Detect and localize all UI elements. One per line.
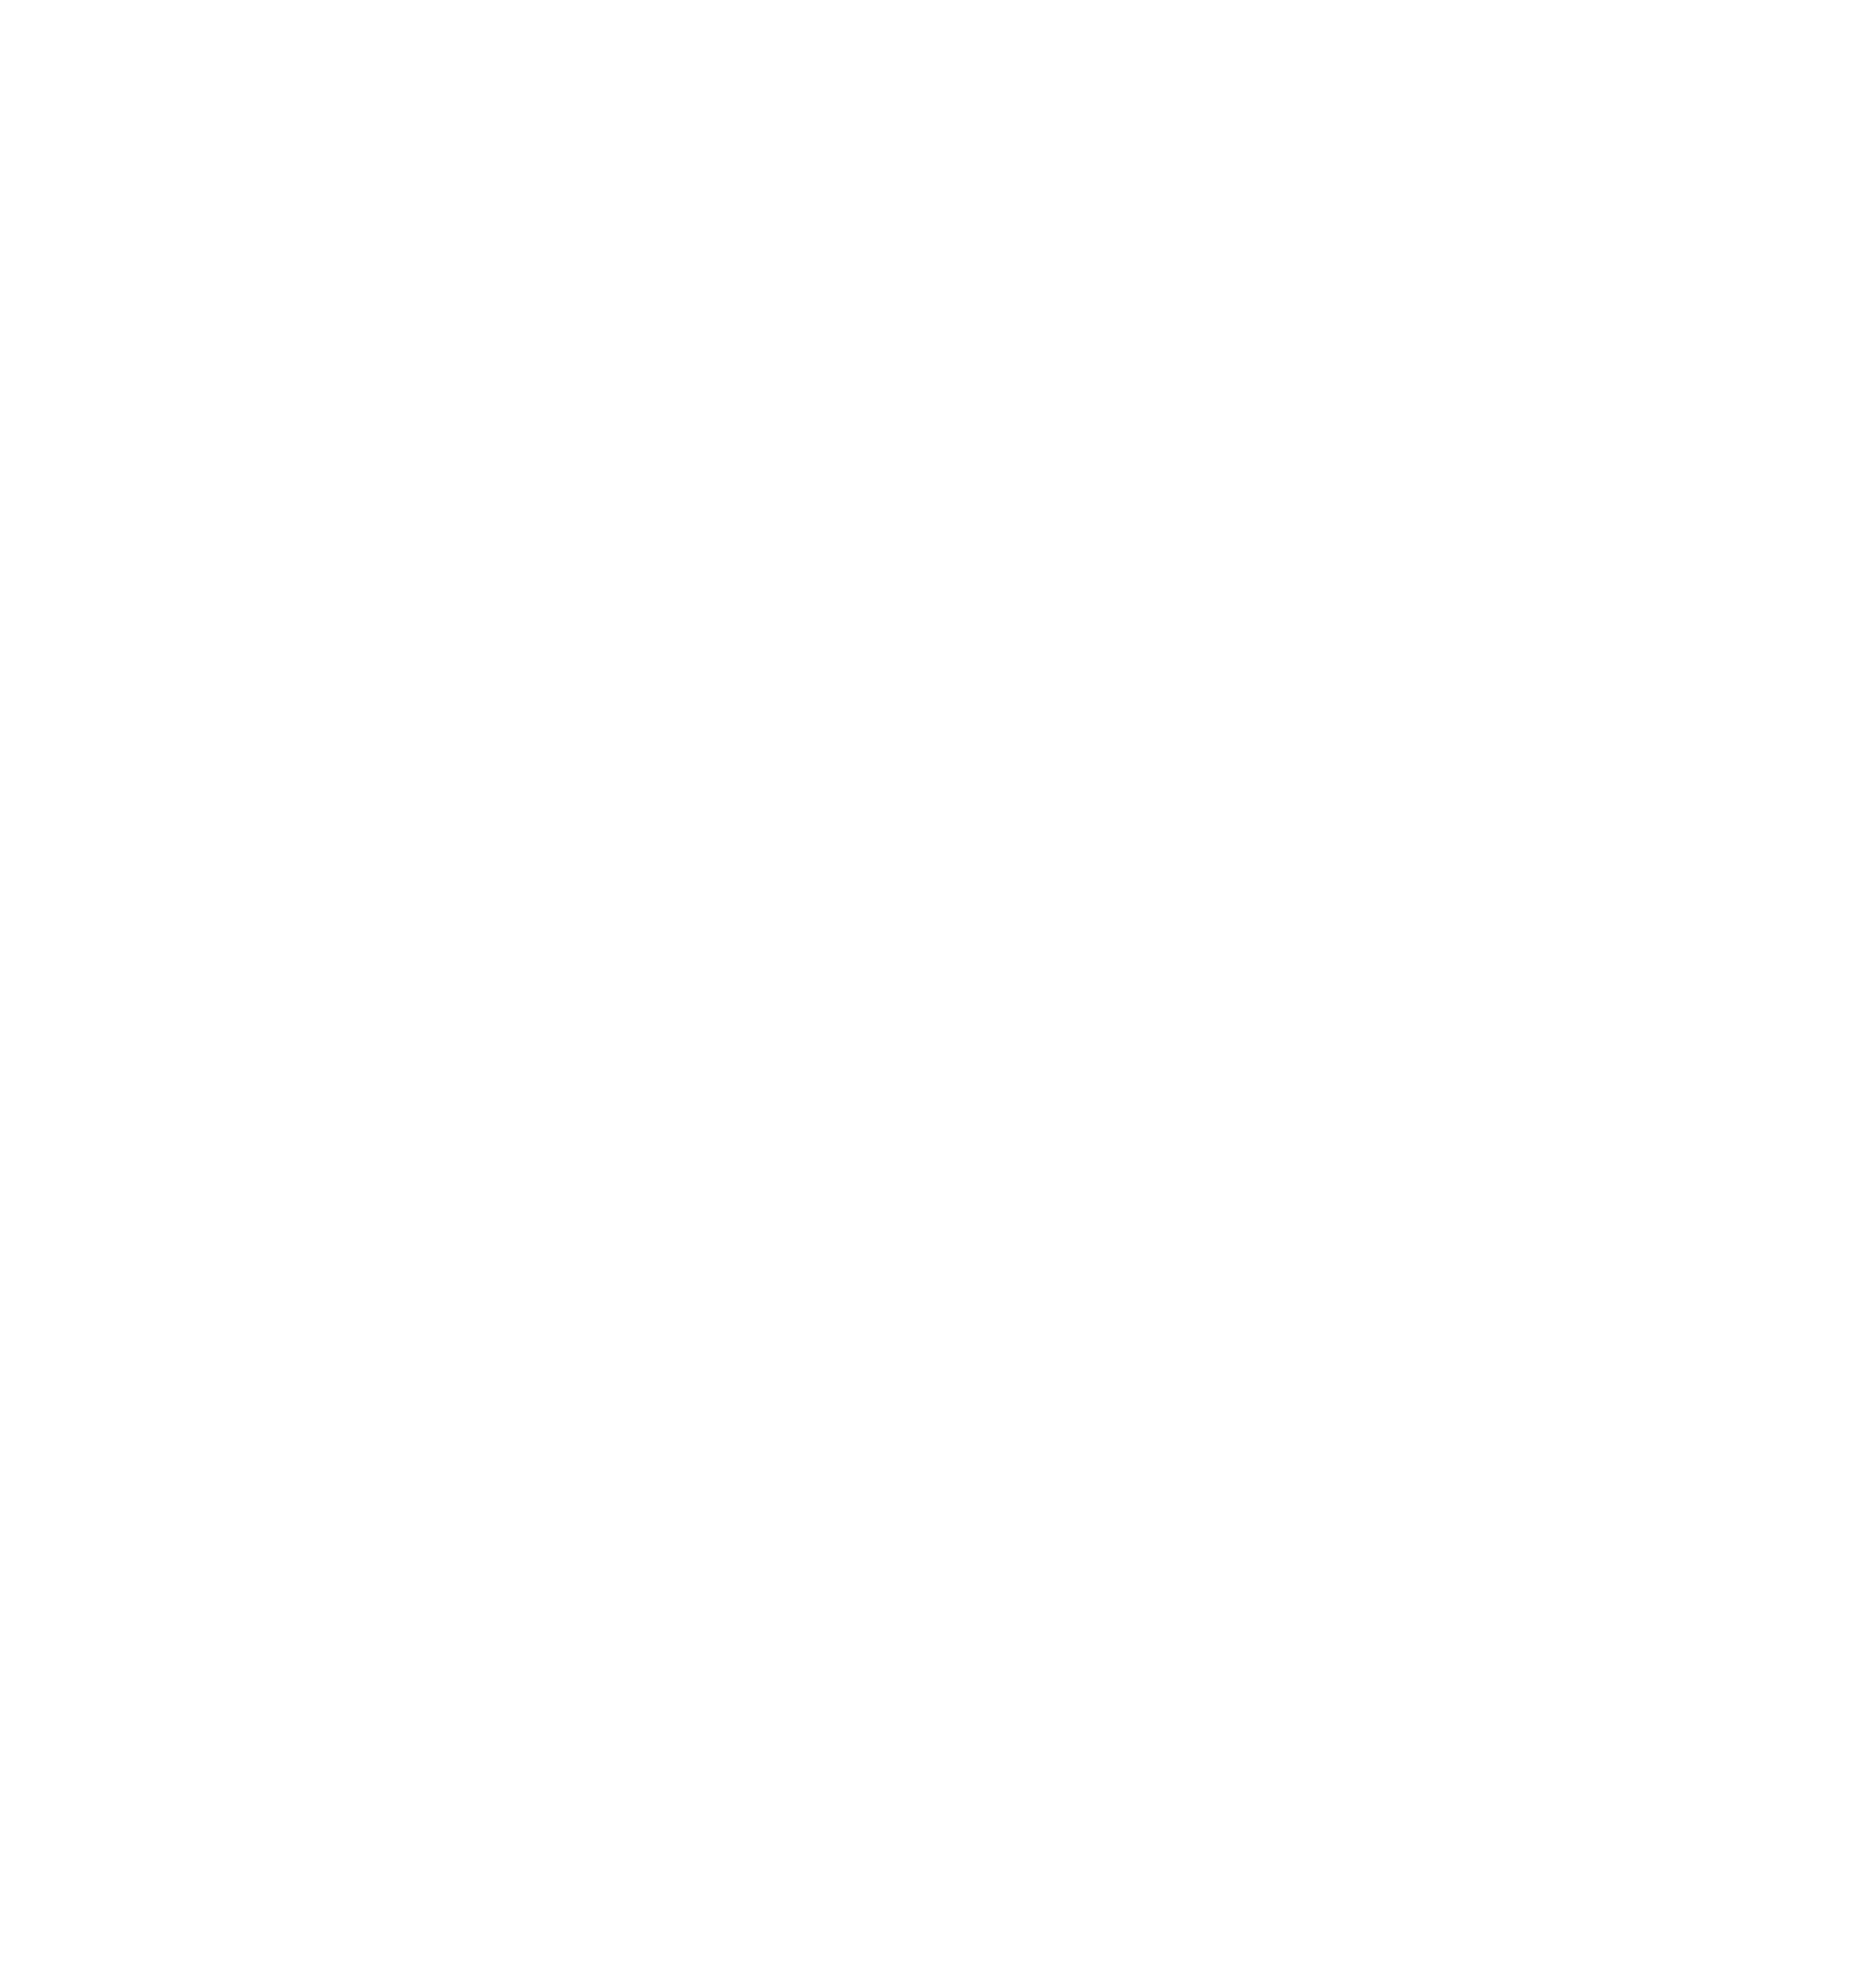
Text: B: B xyxy=(651,32,687,79)
Text: C: C xyxy=(1276,32,1311,79)
Text: E: E xyxy=(946,1008,979,1053)
Text: D: D xyxy=(165,1008,204,1053)
Text: A: A xyxy=(26,32,64,79)
